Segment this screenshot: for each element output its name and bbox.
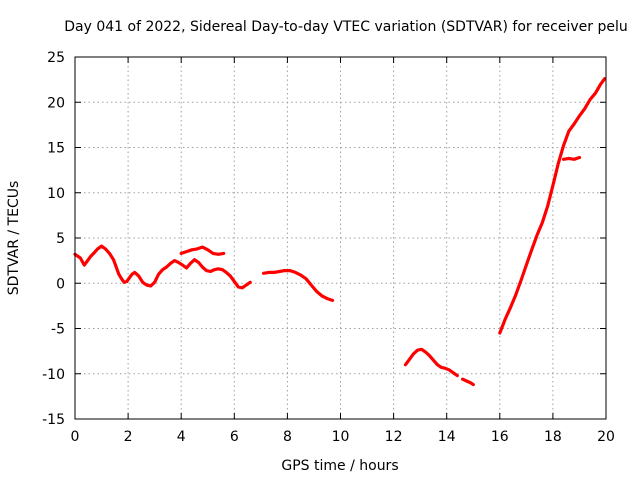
y-axis-label: SDTVAR / TECUs bbox=[6, 181, 22, 296]
x-tick-label: 2 bbox=[124, 429, 133, 445]
series-seg-d bbox=[403, 347, 459, 378]
x-tick-label: 18 bbox=[544, 429, 562, 445]
series-seg-b bbox=[179, 245, 226, 256]
chart-title: Day 041 of 2022, Sidereal Day-to-day VTE… bbox=[64, 19, 627, 35]
x-tick-label: 0 bbox=[71, 429, 80, 445]
series-seg-g bbox=[561, 155, 582, 161]
y-tick-label: 5 bbox=[56, 231, 65, 247]
y-tick-label: 10 bbox=[47, 186, 65, 202]
x-tick-label: 4 bbox=[177, 429, 186, 445]
x-tick-label: 16 bbox=[491, 429, 509, 445]
axis-ticks bbox=[74, 56, 607, 420]
x-tick-label: 10 bbox=[332, 429, 350, 445]
y-tick-label: -15 bbox=[42, 412, 65, 428]
x-axis-label: GPS time / hours bbox=[281, 458, 398, 474]
y-tick-label: 25 bbox=[47, 50, 65, 66]
series-group bbox=[73, 77, 607, 387]
x-tick-label: 14 bbox=[438, 429, 456, 445]
x-tick-label: 6 bbox=[230, 429, 239, 445]
y-tick-labels: -15 -10 -5 0 5 10 15 20 25 bbox=[42, 50, 65, 428]
y-tick-label: 15 bbox=[47, 141, 65, 157]
series-seg-c bbox=[261, 269, 335, 302]
series-seg-a bbox=[73, 244, 252, 290]
y-tick-label: 20 bbox=[47, 95, 65, 111]
series-seg-f bbox=[498, 77, 607, 335]
x-tick-label: 20 bbox=[597, 429, 615, 445]
x-tick-label: 8 bbox=[283, 429, 292, 445]
series-seg-e bbox=[461, 377, 475, 387]
x-tick-label: 12 bbox=[385, 429, 403, 445]
y-tick-label: -10 bbox=[42, 367, 65, 383]
grid bbox=[75, 57, 606, 419]
y-tick-label: 0 bbox=[56, 276, 65, 292]
y-tick-label: -5 bbox=[51, 322, 65, 338]
x-tick-labels: 0 2 4 6 8 10 12 14 16 18 20 bbox=[71, 429, 615, 445]
